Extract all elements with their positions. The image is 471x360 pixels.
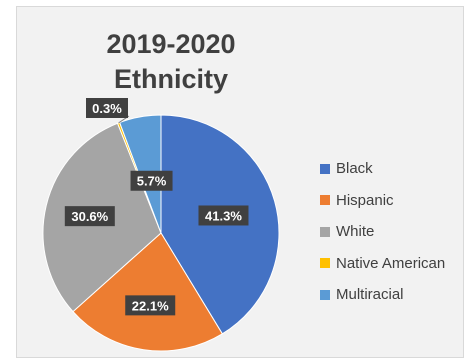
legend-item-hispanic: Hispanic	[320, 185, 445, 217]
data-label-text-white: 30.6%	[71, 209, 108, 224]
data-label-box-native-american	[86, 98, 128, 118]
legend-label-native-american: Native American	[336, 254, 446, 272]
legend-item-white: White	[320, 216, 445, 248]
pie-slice-hispanic	[72, 232, 224, 352]
legend-label-white: White	[336, 223, 375, 241]
legend-item-black: Black	[320, 153, 445, 185]
data-label-box-hispanic	[125, 295, 176, 316]
chart-title-line-1: 2019-2020	[106, 29, 236, 59]
data-label-text-hispanic: 22.1%	[132, 298, 169, 313]
legend-item-multiracial: Multiracial	[320, 279, 445, 311]
data-label-text-black: 41.3%	[205, 208, 242, 223]
legend: Black Hispanic White Native American Mul…	[320, 153, 445, 311]
data-label-multiracial: 5.7%	[130, 170, 173, 191]
data-label-text-native-american: 0.3%	[92, 101, 122, 116]
legend-swatch-white	[320, 226, 330, 237]
data-label-box-white	[64, 206, 115, 227]
data-label-box-multiracial	[130, 170, 173, 191]
legend-item-native-american: Native American	[320, 248, 445, 280]
legend-label-multiracial: Multiracial	[336, 286, 404, 304]
legend-swatch-native-american	[320, 258, 330, 269]
chart-title-line-2: Ethnicity	[113, 64, 228, 94]
legend-label-hispanic: Hispanic	[336, 191, 394, 209]
data-label-native-american: 0.3%	[86, 98, 128, 118]
data-label-black: 41.3%	[198, 205, 249, 226]
chart-title: 2019-2020 Ethnicity	[17, 27, 325, 97]
pie-chart: 41.3% 22.1% 30.6% 0.3% 5.7%	[42, 98, 280, 352]
data-label-white: 30.6%	[64, 206, 115, 227]
legend-swatch-hispanic	[320, 195, 330, 206]
legend-label-black: Black	[336, 160, 373, 178]
legend-swatch-black	[320, 163, 330, 174]
chart-area: 2019-2020 Ethnicity 41.3% 22.1% 30.6% 0.3% 5…	[16, 6, 464, 358]
legend-swatch-multiracial	[320, 289, 330, 300]
data-label-text-multiracial: 5.7%	[137, 174, 167, 189]
data-label-hispanic: 22.1%	[125, 295, 176, 316]
data-label-box-black	[198, 205, 249, 226]
